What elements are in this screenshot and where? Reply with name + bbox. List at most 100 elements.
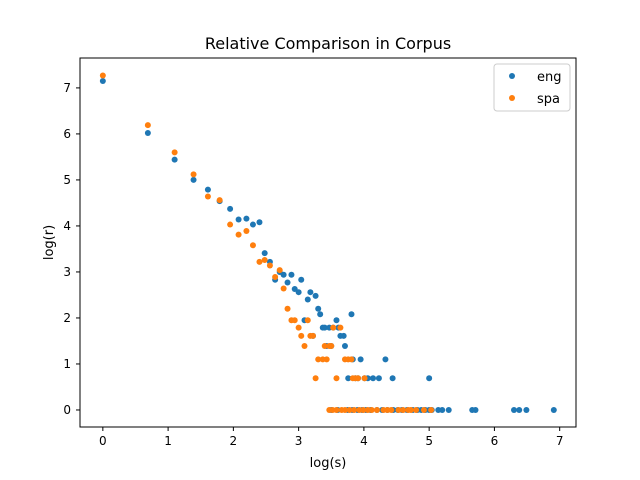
data-point-spa: [276, 267, 283, 274]
data-point-eng: [298, 276, 305, 283]
data-point-eng: [511, 406, 517, 413]
x-tick-label: 5: [425, 434, 433, 448]
data-point-spa: [301, 343, 308, 350]
data-point-spa: [321, 343, 328, 350]
data-point-eng: [256, 219, 263, 226]
x-tick-label: 4: [360, 434, 368, 448]
data-point-eng: [295, 289, 302, 296]
y-tick-label: 3: [63, 265, 71, 279]
data-point-eng: [348, 311, 355, 318]
data-point-spa: [309, 332, 316, 339]
legend-marker-spa: [509, 95, 515, 101]
y-axis-label: log(r): [42, 225, 57, 260]
data-point-eng: [249, 221, 256, 228]
y-tick-label: 2: [63, 311, 71, 325]
data-point-spa: [312, 375, 319, 382]
data-point-eng: [288, 271, 295, 278]
data-point-eng: [370, 375, 377, 382]
chart-title: Relative Comparison in Corpus: [205, 34, 451, 53]
axes-frame: [79, 57, 577, 428]
data-point-spa: [280, 285, 287, 292]
data-point-eng: [190, 176, 197, 183]
x-tick-label: 7: [556, 434, 564, 448]
data-point-spa: [315, 356, 322, 363]
data-point-spa: [395, 406, 402, 413]
data-point-eng: [345, 375, 352, 382]
data-point-spa: [99, 72, 106, 79]
data-point-spa: [256, 258, 263, 265]
x-tick-label: 0: [99, 434, 107, 448]
x-axis: 0 1 2 3 4 5 6 7: [99, 427, 564, 448]
data-point-spa: [266, 262, 273, 269]
data-point-eng: [516, 406, 523, 413]
legend-label-spa: spa: [537, 92, 560, 107]
data-point-spa: [261, 256, 268, 263]
legend-marker-eng: [509, 73, 515, 79]
data-point-eng: [340, 332, 347, 339]
data-point-eng: [171, 156, 178, 163]
data-point-spa: [361, 375, 368, 382]
data-point-spa: [413, 406, 420, 413]
data-point-eng: [389, 375, 396, 382]
data-point-eng: [280, 271, 287, 278]
data-point-spa: [144, 122, 151, 129]
data-point-spa: [249, 242, 256, 249]
data-point-spa: [373, 406, 380, 413]
data-point-spa: [407, 406, 414, 413]
data-point-eng: [317, 311, 324, 318]
data-point-spa: [298, 332, 305, 339]
data-point-eng: [284, 279, 291, 286]
data-point-eng: [523, 406, 530, 413]
data-point-eng: [341, 343, 348, 350]
data-point-spa: [323, 356, 330, 363]
data-point-spa: [328, 343, 335, 350]
data-point-eng: [99, 78, 106, 84]
data-point-eng: [382, 356, 389, 363]
legend-label-eng: eng: [537, 70, 562, 85]
data-point-spa: [190, 171, 197, 178]
data-point-spa: [235, 231, 242, 238]
data-point-spa: [333, 375, 340, 382]
plot-area: [99, 72, 557, 413]
data-point-spa: [243, 228, 250, 234]
data-point-spa: [420, 406, 427, 413]
data-point-eng: [261, 250, 268, 257]
data-point-spa: [330, 324, 337, 331]
series-spa: [99, 72, 435, 413]
data-point-spa: [348, 356, 355, 363]
data-point-eng: [445, 406, 452, 413]
data-point-spa: [346, 406, 353, 413]
data-point-spa: [400, 406, 407, 413]
data-point-spa: [355, 375, 362, 382]
y-tick-label: 1: [63, 357, 71, 371]
data-point-spa: [227, 221, 234, 228]
x-axis-label: log(s): [310, 456, 347, 471]
y-tick-label: 6: [63, 127, 71, 141]
data-point-spa: [304, 317, 311, 324]
data-point-spa: [368, 406, 375, 413]
data-point-eng: [307, 289, 314, 296]
data-point-eng: [333, 317, 340, 324]
data-point-eng: [315, 305, 322, 312]
y-tick-label: 0: [63, 403, 71, 417]
data-point-spa: [341, 406, 348, 413]
data-point-spa: [428, 406, 435, 413]
data-point-spa: [333, 406, 340, 413]
data-point-spa: [284, 305, 291, 312]
data-point-spa: [295, 324, 302, 331]
data-point-spa: [291, 317, 298, 324]
data-point-spa: [216, 197, 223, 204]
data-point-spa: [272, 274, 279, 281]
y-tick-label: 4: [63, 219, 71, 233]
data-point-eng: [235, 216, 242, 223]
data-point-eng: [204, 186, 211, 193]
y-tick-label: 7: [63, 81, 71, 95]
data-point-eng: [144, 130, 151, 136]
data-point-eng: [243, 215, 250, 222]
data-point-spa: [360, 406, 367, 413]
data-point-spa: [204, 193, 211, 200]
data-point-spa: [388, 406, 395, 413]
x-tick-label: 2: [230, 434, 238, 448]
data-point-eng: [375, 375, 382, 382]
